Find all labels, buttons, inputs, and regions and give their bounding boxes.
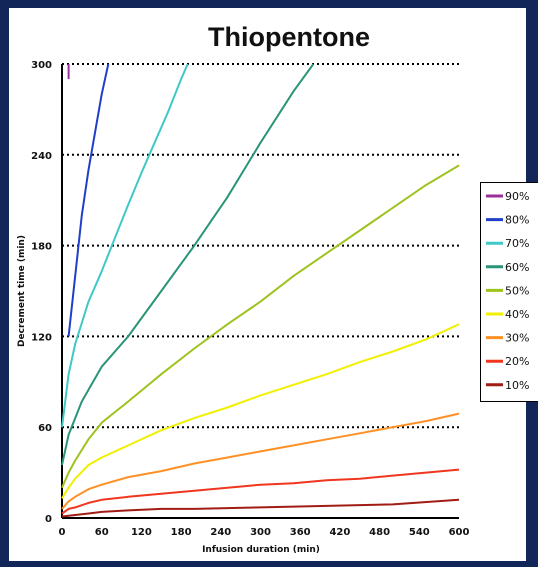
y-tick-label: 300 (31, 60, 52, 71)
x-tick-label: 0 (59, 527, 66, 538)
y-tick-label: 60 (38, 423, 52, 434)
legend-label: 50% (505, 284, 529, 297)
legend-label: 80% (505, 214, 529, 227)
x-tick-label: 180 (171, 527, 192, 538)
legend-label: 30% (505, 332, 529, 345)
series-line-70pct (61, 63, 189, 428)
legend-svg: 90% 80% 70% 60% 50% 40% 30% 20% 10% (486, 190, 529, 392)
y-tick-label: 180 (31, 242, 52, 253)
legend-label: 60% (505, 261, 529, 274)
y-tick-label: 0 (45, 514, 52, 525)
legend-label: 10% (505, 379, 529, 392)
series-line-60pct (61, 63, 315, 466)
chart-svg: Thiopentone 0 60 120 180 240 300 0 60 120 180 240… (17, 22, 470, 555)
chart-title: Thiopentone (208, 22, 370, 52)
legend-label: 90% (505, 190, 529, 203)
x-tick-label: 600 (449, 527, 470, 538)
legend-label: 70% (505, 237, 529, 250)
series-line-50pct (61, 164, 460, 489)
x-tick-label: 540 (409, 527, 430, 538)
series-line-80pct (67, 63, 110, 337)
x-tick-label: 300 (250, 527, 271, 538)
y-tick-label: 120 (31, 332, 52, 343)
series-line-10pct (61, 498, 460, 518)
y-tick-labels: 0 60 120 180 240 300 (31, 60, 52, 525)
x-axis-label: Infusion duration (min) (202, 545, 320, 555)
x-tick-label: 60 (95, 527, 109, 538)
gridlines (62, 63, 459, 429)
legend: 90% 80% 70% 60% 50% 40% 30% 20% 10% (480, 182, 538, 402)
x-tick-label: 420 (329, 527, 350, 538)
y-tick-label: 240 (31, 151, 52, 162)
series-lines (61, 63, 460, 518)
x-tick-label: 360 (290, 527, 311, 538)
x-tick-label: 480 (369, 527, 390, 538)
legend-label: 20% (505, 355, 529, 368)
axes (61, 64, 459, 519)
x-tick-labels: 0 60 120 180 240 300 360 420 480 540 600 (59, 527, 470, 538)
chart-panel: Thiopentone 0 60 120 180 240 300 0 60 120 180 240… (9, 8, 538, 561)
y-axis-label: Decrement time (min) (17, 235, 27, 347)
series-line-40pct (61, 323, 460, 499)
x-tick-label: 120 (131, 527, 152, 538)
series-line-30pct (61, 412, 460, 510)
series-line-20pct (61, 468, 460, 515)
x-tick-label: 240 (210, 527, 231, 538)
legend-label: 40% (505, 308, 529, 321)
